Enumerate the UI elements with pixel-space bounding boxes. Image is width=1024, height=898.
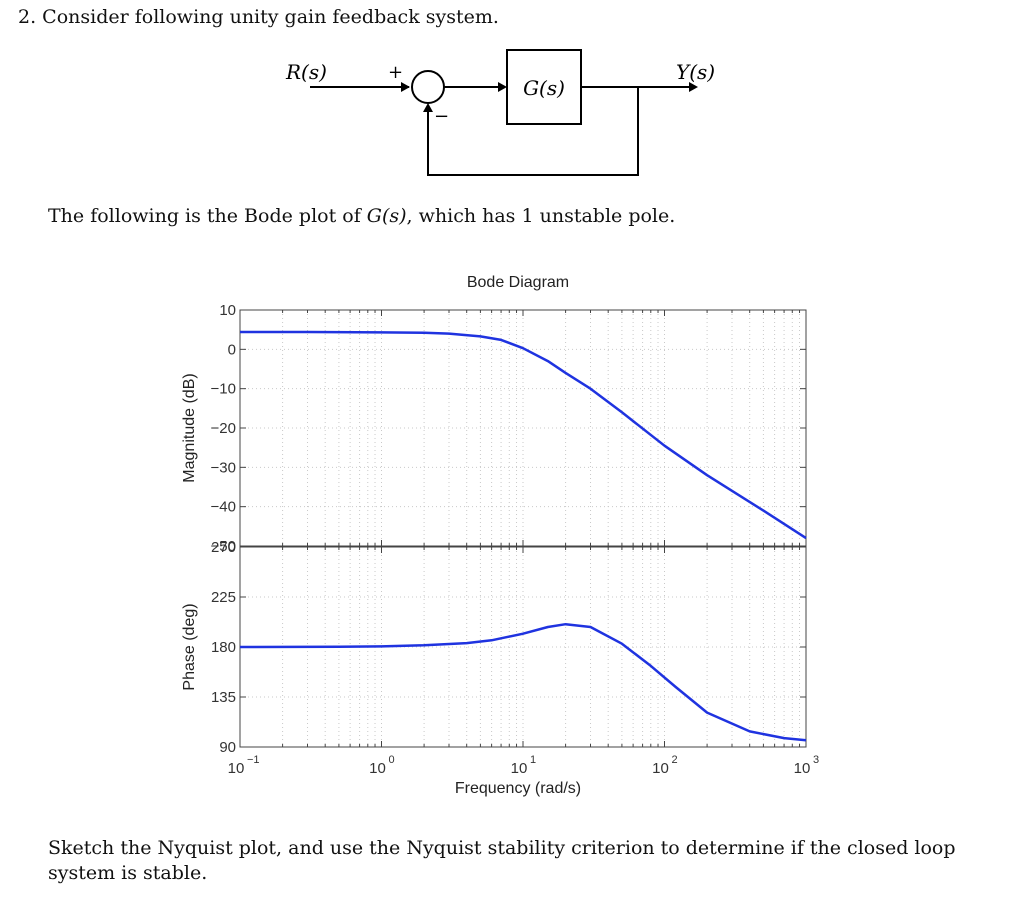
bode-intro-math: G(s) bbox=[366, 205, 407, 227]
plus-sign: + bbox=[388, 62, 403, 83]
x-tick-exponent: 1 bbox=[530, 754, 536, 766]
magnitude-y-tick-label: −50 bbox=[211, 538, 236, 555]
phase-y-tick-label: 135 bbox=[211, 689, 236, 706]
magnitude-y-tick-label: −30 bbox=[211, 459, 236, 476]
phase-series-line bbox=[239, 622, 807, 742]
phase-y-tick-label: 180 bbox=[211, 639, 236, 656]
bode-intro-prefix: The following is the Bode plot of bbox=[48, 205, 367, 227]
x-tick-label: 10 bbox=[794, 760, 811, 777]
phase-y-tick-label: 270 bbox=[211, 539, 236, 556]
input-label: R(s) bbox=[285, 60, 327, 84]
x-tick-label: 10 bbox=[652, 760, 669, 777]
feedback-path bbox=[427, 87, 639, 176]
phase-y-tick-label: 225 bbox=[211, 589, 236, 606]
frequency-tick-labels: 10 −1 10 0 10 1 10 2 10 3 bbox=[228, 754, 819, 777]
magnitude-y-tick-label: −40 bbox=[211, 499, 236, 516]
phase-y-tick-label: 90 bbox=[219, 739, 236, 756]
magnitude-y-axis-label: Magnitude (dB) bbox=[181, 373, 198, 482]
x-tick-exponent: 2 bbox=[672, 754, 678, 766]
chart-title: Bode Diagram bbox=[467, 274, 569, 291]
bode-intro-text: The following is the Bode plot of G(s), … bbox=[48, 205, 675, 227]
plant-block-label: G(s) bbox=[523, 76, 565, 100]
phase-ticks: 270 225 180 135 90 bbox=[211, 539, 806, 756]
x-tick-label: 10 bbox=[511, 760, 528, 777]
magnitude-y-tick-label: 10 bbox=[219, 302, 236, 319]
x-tick-exponent: 3 bbox=[813, 754, 819, 766]
magnitude-series-line bbox=[240, 330, 807, 540]
forward-arrowhead bbox=[498, 82, 507, 92]
problem-title: 2. Consider following unity gain feedbac… bbox=[18, 6, 499, 28]
output-label: Y(s) bbox=[676, 60, 715, 84]
x-tick-label: 10 bbox=[369, 760, 386, 777]
block-diagram: R(s) + G(s) Y(s) − bbox=[285, 49, 715, 176]
input-arrowhead bbox=[401, 82, 410, 92]
summing-junction bbox=[411, 70, 445, 104]
magnitude-y-tick-label: 0 bbox=[228, 341, 236, 358]
question-text: Sketch the Nyquist plot, and use the Nyq… bbox=[48, 837, 956, 884]
x-axis-label: Frequency (rad/s) bbox=[455, 780, 581, 797]
magnitude-y-tick-label: −20 bbox=[211, 420, 236, 437]
phase-y-axis-label: Phase (deg) bbox=[181, 603, 198, 690]
minus-sign: − bbox=[434, 106, 449, 127]
x-tick-exponent: −1 bbox=[247, 754, 260, 766]
magnitude-y-tick-label: −10 bbox=[211, 381, 236, 398]
magnitude-ticks: 10 0 −10 −20 −30 −40 −50 bbox=[211, 302, 806, 555]
output-arrowhead bbox=[689, 82, 698, 92]
x-tick-label: 10 bbox=[228, 760, 245, 777]
bode-intro-suffix: , which has 1 unstable pole. bbox=[406, 205, 676, 227]
x-tick-exponent: 0 bbox=[389, 754, 395, 766]
feedback-arrowhead bbox=[423, 103, 433, 112]
magnitude-grid bbox=[240, 310, 806, 546]
